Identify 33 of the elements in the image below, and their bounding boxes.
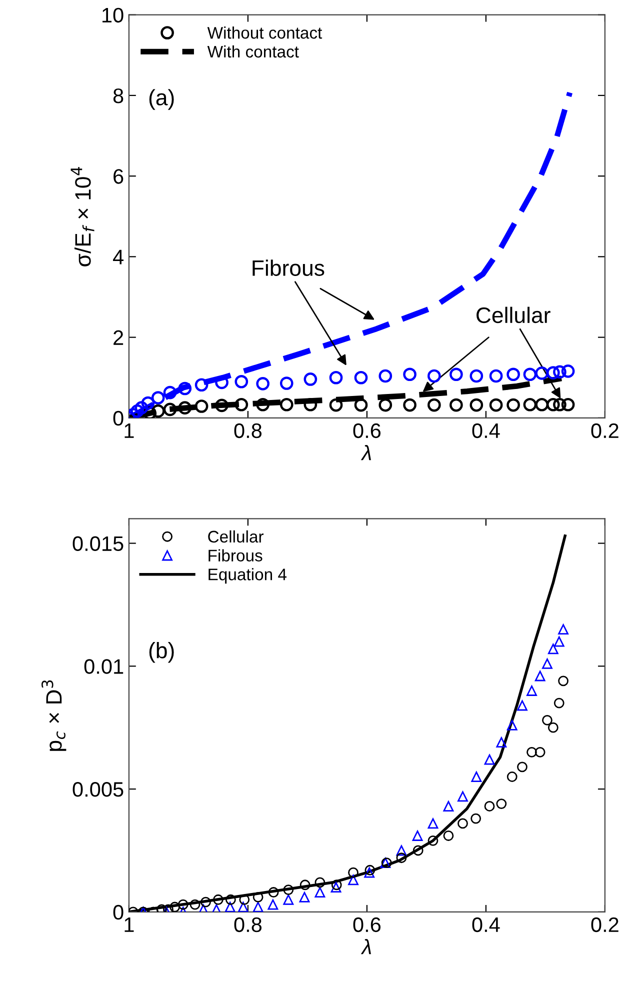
x-axis-title: λ	[360, 938, 371, 954]
y-tick-label: 8	[113, 88, 124, 104]
annotation: Cellular	[476, 306, 550, 324]
x-tick-label: 0.4	[472, 917, 500, 932]
legend-label: Fibrous	[208, 549, 262, 562]
legend-label: With contact	[207, 45, 299, 58]
annotation: (b)	[149, 642, 174, 663]
annotation: Fibrous	[252, 260, 324, 276]
legend-label: Equation 4	[208, 568, 286, 584]
legend-label: Cellular	[208, 530, 264, 543]
x-tick-label: 1	[124, 918, 134, 932]
x-tick-label: 0.8	[234, 917, 262, 932]
x-tick-label: 0.2	[591, 917, 618, 932]
x-tick-label: 0.2	[591, 423, 618, 438]
y-axis-title: σ/E$_{f}$ × 10$^{4}$	[70, 166, 94, 266]
y-tick-label: 4	[112, 250, 124, 264]
y-tick-label: 0.01	[84, 659, 124, 674]
y-tick-label: 0	[113, 904, 124, 920]
x-tick-label: 0.8	[234, 423, 262, 438]
y-tick-label: 10	[102, 8, 124, 23]
y-tick-label: 6	[114, 169, 124, 184]
y-axis-title: p$_{c}$ × D$^{3}$	[42, 680, 66, 751]
y-tick-label: 0	[113, 410, 124, 426]
x-tick-label: 0.6	[353, 917, 381, 932]
x-tick-label: 0.4	[472, 423, 500, 438]
x-tick-label: 0.6	[353, 423, 381, 438]
x-axis-title: λ	[360, 444, 371, 460]
legend-label: Without contact	[207, 26, 322, 39]
x-tick-label: 1	[124, 424, 134, 438]
y-tick-label: 2	[114, 330, 124, 345]
y-tick-label: 0.015	[72, 536, 124, 552]
annotation: (a)	[149, 89, 174, 110]
y-tick-label: 0.005	[72, 782, 124, 797]
